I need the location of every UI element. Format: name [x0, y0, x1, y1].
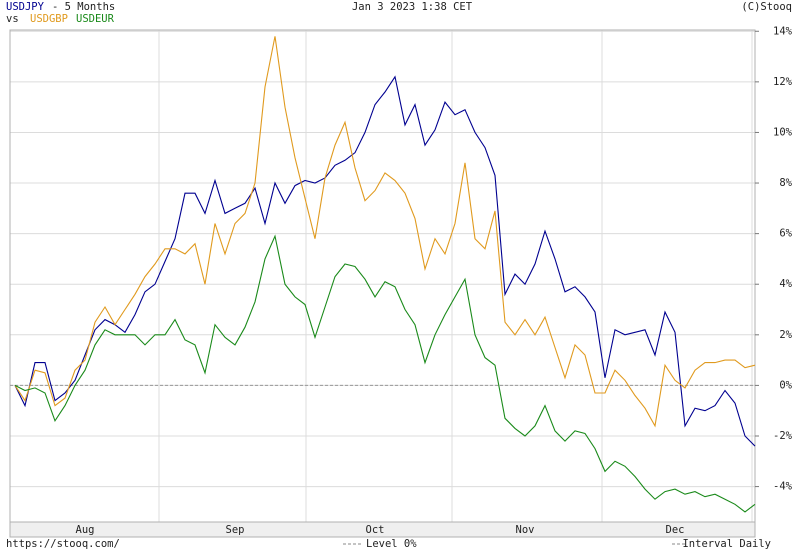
- month-grid: [10, 30, 755, 522]
- x-tick-label: Aug: [76, 524, 95, 536]
- source-url: https://stooq.com/: [6, 538, 120, 550]
- y-tick-label: 4%: [779, 278, 792, 290]
- legend-entry: USDGBP: [30, 13, 68, 25]
- series-line: [14, 75, 756, 447]
- y-tick-label: 0%: [779, 379, 792, 391]
- copyright: (C)Stooq: [741, 1, 792, 13]
- x-tick-label: Dec: [666, 524, 685, 536]
- legend-prefix: vs: [6, 13, 19, 25]
- y-tick-label: 2%: [779, 329, 792, 341]
- y-tick-label: 14%: [773, 25, 793, 37]
- y-tick-label: 6%: [779, 228, 792, 240]
- y-tick-label: 10%: [773, 126, 793, 138]
- x-tick-label: Oct: [366, 524, 385, 536]
- timestamp: Jan 3 2023 1:38 CET: [352, 1, 473, 13]
- series-line: [14, 36, 756, 428]
- interval-label: Interval Daily: [682, 538, 771, 550]
- y-tick-label: -4%: [773, 481, 793, 493]
- plot-frame: [9, 29, 756, 538]
- level-label: Level 0%: [366, 538, 417, 550]
- y-tick-label: 12%: [773, 76, 793, 88]
- chart-subtitle: - 5 Months: [52, 1, 115, 13]
- series-line: [14, 234, 756, 513]
- y-tick-label: 8%: [779, 177, 792, 189]
- x-tick-label: Sep: [226, 524, 245, 536]
- series-0-name: USDJPY: [6, 1, 45, 13]
- y-tick-label: -2%: [773, 430, 793, 442]
- legend-entry: USDEUR: [76, 13, 115, 25]
- x-tick-label: Nov: [516, 524, 535, 536]
